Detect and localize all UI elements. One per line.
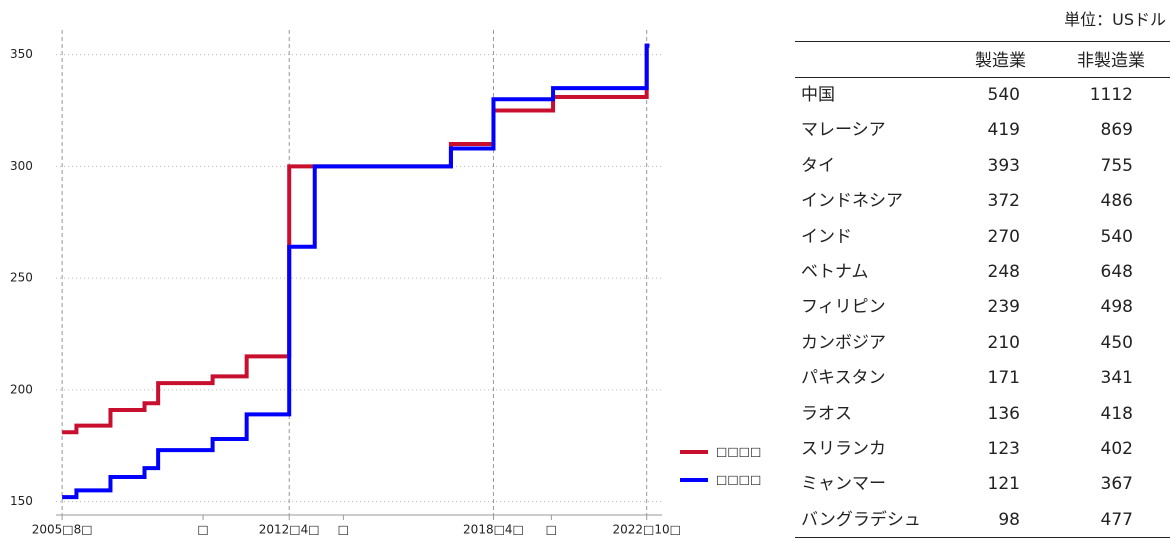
value: 239 bbox=[987, 297, 1020, 318]
value: 367 bbox=[1100, 474, 1133, 495]
value: 419 bbox=[987, 120, 1020, 141]
country: パキスタン bbox=[801, 368, 886, 389]
country: マレーシア bbox=[801, 120, 886, 141]
y-tick-label: 300 bbox=[10, 159, 33, 173]
x-tick-label: 2018□4□ bbox=[463, 523, 524, 537]
value: 270 bbox=[987, 226, 1020, 247]
value: 869 bbox=[1100, 120, 1133, 141]
country: インドネシア bbox=[801, 191, 903, 212]
value: 402 bbox=[1100, 439, 1133, 459]
value: 372 bbox=[987, 191, 1020, 212]
value: 171 bbox=[987, 368, 1020, 389]
x-tick-label: 2012□4□ bbox=[259, 523, 320, 537]
value: 248 bbox=[987, 262, 1020, 282]
value: 477 bbox=[1100, 509, 1133, 530]
country: バングラデシュ bbox=[801, 509, 921, 530]
wage-table: 単位：USドル 製造業 非製造業中国 540 1112 マレーシア 419 869 タイ 393… bbox=[795, 0, 1170, 539]
value: 210 bbox=[987, 332, 1020, 353]
country: スリランカ bbox=[801, 439, 886, 459]
y-tick-label: 150 bbox=[10, 494, 33, 508]
value: 393 bbox=[987, 155, 1020, 176]
value: 755 bbox=[1100, 155, 1133, 176]
y-tick-label: 200 bbox=[10, 382, 33, 396]
value: 450 bbox=[1100, 332, 1133, 353]
x-tick-label: □ bbox=[546, 523, 557, 537]
y-tick-label: 350 bbox=[10, 47, 33, 61]
value: 121 bbox=[987, 474, 1020, 495]
legend-label: □□□□ bbox=[716, 473, 761, 487]
value: 486 bbox=[1100, 191, 1133, 212]
step-line bbox=[62, 43, 650, 435]
country: ラオス bbox=[801, 403, 852, 424]
country: ミャンマー bbox=[801, 474, 886, 495]
value: 418 bbox=[1100, 403, 1133, 424]
x-tick-label: 2022□10□ bbox=[612, 523, 680, 537]
column-header: 非製造業 bbox=[1077, 51, 1145, 71]
x-tick-label: 2005□8□ bbox=[32, 523, 93, 537]
chart: 150 200 250 300 350 2005□8□ □ 2012□4□ □ 2018□4□ □ 2… bbox=[10, 30, 761, 537]
country: フィリピン bbox=[801, 297, 886, 318]
column-header: 製造業 bbox=[975, 51, 1026, 71]
rule bbox=[795, 41, 1170, 42]
value: 341 bbox=[1100, 368, 1133, 389]
step-line bbox=[62, 43, 650, 500]
value: 136 bbox=[987, 403, 1020, 424]
value: 540 bbox=[1100, 226, 1133, 247]
country: カンボジア bbox=[801, 332, 886, 353]
country: 中国 bbox=[801, 85, 835, 105]
x-tick-label: □ bbox=[338, 523, 349, 537]
country: ベトナム bbox=[801, 262, 869, 282]
value: 123 bbox=[987, 439, 1020, 459]
value: 648 bbox=[1100, 262, 1133, 282]
country: インド bbox=[801, 226, 852, 247]
unit-note: 単位：USドル bbox=[1064, 10, 1166, 29]
y-tick-label: 250 bbox=[10, 271, 33, 285]
x-tick-label: □ bbox=[197, 523, 208, 537]
legend-label: □□□□ bbox=[716, 445, 761, 459]
country: タイ bbox=[801, 155, 835, 176]
value: 498 bbox=[1100, 297, 1133, 318]
value: 1112 bbox=[1089, 85, 1133, 105]
value: 540 bbox=[987, 85, 1020, 105]
rule bbox=[795, 77, 1170, 78]
rule bbox=[795, 537, 1170, 538]
value: 98 bbox=[998, 509, 1020, 530]
